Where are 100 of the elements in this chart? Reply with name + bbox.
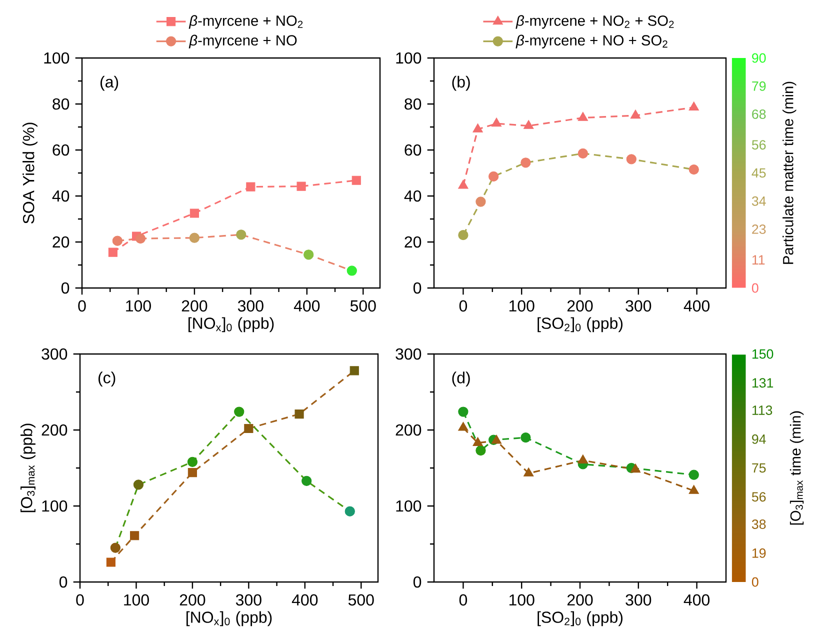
point (133, 480, 144, 490)
color-bar-label: 56 (752, 492, 766, 502)
point (352, 176, 361, 185)
point (130, 531, 140, 540)
point (578, 454, 588, 464)
y-tick-label: 20 (52, 236, 70, 248)
point (472, 123, 483, 132)
legend-label: β-myrcene + NO$_{2}$ (188, 15, 303, 29)
point (578, 112, 588, 121)
point (234, 406, 244, 417)
point (458, 230, 468, 240)
color-bar-title: [O$_{3}$]$_{max}$ time (min) (790, 411, 804, 525)
x-tick-label: 400 (684, 300, 710, 312)
x-axis-title: [NO$_{x}$]$_{0}$ (ppb) (188, 317, 274, 332)
x-tick-label: 300 (238, 300, 264, 312)
y-tick-label: 0 (59, 576, 68, 588)
point (630, 110, 641, 119)
color-bar-label: 38 (752, 520, 766, 529)
x-axis-title: [NO$_{x}$]$_{0}$ (ppb) (186, 611, 272, 626)
x-tick-label: 100 (126, 300, 151, 312)
point (488, 171, 499, 182)
y-tick-label: 40 (52, 190, 70, 202)
point (476, 445, 486, 456)
point (626, 154, 636, 164)
x-tick-label: 500 (350, 300, 376, 312)
x-tick-label: 300 (236, 594, 262, 606)
annotation: (c) (98, 372, 116, 387)
x-tick-label: 400 (294, 300, 320, 312)
point (630, 464, 641, 473)
y-tick-label: 0 (413, 282, 422, 294)
x-tick-label: 100 (509, 300, 534, 312)
x-tick-label: 0 (459, 300, 468, 312)
point (472, 437, 483, 446)
x-tick-label: 200 (567, 300, 593, 312)
y-tick-label: 0 (61, 282, 70, 294)
point (108, 248, 118, 257)
point (688, 484, 699, 494)
x-axis-title: [SO$_{2}$]$_{0}$ (ppb) (538, 317, 622, 332)
color-bar-title: Particulate matter time (min) (782, 82, 796, 264)
x-tick-label: 0 (76, 594, 84, 606)
point (190, 208, 199, 218)
y-tick-label: 20 (404, 236, 422, 248)
color-bar-label: 34 (752, 196, 766, 206)
point (188, 468, 197, 478)
x-tick-label: 100 (509, 594, 534, 606)
x-tick-label: 400 (684, 594, 710, 606)
point (688, 470, 699, 480)
point (523, 120, 534, 129)
legend-label: β-myrcene + NO (188, 34, 297, 48)
y-tick-label: 200 (396, 424, 422, 436)
y-tick-label: 300 (396, 348, 422, 360)
point (302, 476, 312, 486)
point (350, 366, 359, 376)
point (476, 196, 486, 207)
point (236, 230, 246, 240)
color-bar-label: 0 (752, 577, 758, 587)
x-tick-label: 300 (626, 300, 652, 312)
color-bar-label: 68 (752, 110, 766, 119)
annotation: (d) (452, 372, 470, 387)
annotation: (b) (452, 76, 470, 91)
y-tick-label: 100 (44, 52, 70, 64)
x-tick-label: 0 (78, 300, 86, 312)
point (135, 233, 146, 244)
point (304, 250, 314, 260)
x-tick-label: 200 (182, 300, 208, 312)
legend-label: β-myrcene + NO + SO$_{2}$ (516, 34, 668, 48)
x-tick-label: 100 (124, 594, 149, 606)
point (520, 432, 531, 443)
x-tick-label: 0 (459, 594, 468, 606)
y-tick-label: 100 (42, 500, 68, 512)
color-bar-label: 131 (752, 378, 774, 388)
point (491, 118, 502, 127)
y-tick-label: 300 (42, 348, 68, 360)
point (458, 406, 468, 417)
color-bar-label: 94 (752, 434, 766, 444)
color-bar-label: 0 (752, 283, 758, 293)
point (578, 148, 588, 159)
annotation: (a) (100, 76, 118, 91)
y-tick-label: 200 (42, 424, 68, 436)
point (458, 180, 468, 189)
point (294, 410, 304, 419)
point (106, 558, 116, 567)
point (344, 506, 355, 516)
x-axis-title: [SO$_{2}$]$_{0}$ (ppb) (538, 611, 622, 626)
y-axis-title: SOA Yield (%) (22, 122, 38, 224)
legend-label: β-myrcene + NO$_{2}$ + SO$_{2}$ (516, 15, 674, 29)
color-bar-label: 90 (752, 53, 766, 63)
y-tick-label: 60 (52, 144, 70, 156)
point (688, 164, 699, 175)
point (491, 434, 502, 444)
point (112, 236, 122, 246)
color-bar-label: 11 (752, 255, 765, 264)
x-tick-label: 300 (626, 594, 652, 606)
y-tick-label: 80 (52, 98, 70, 110)
point (523, 467, 534, 476)
color-bar-label: 45 (752, 168, 766, 178)
color-bar-label: 23 (752, 224, 766, 234)
point (244, 424, 254, 434)
y-tick-label: 0 (413, 576, 422, 588)
color-bar-label: 150 (752, 349, 774, 359)
